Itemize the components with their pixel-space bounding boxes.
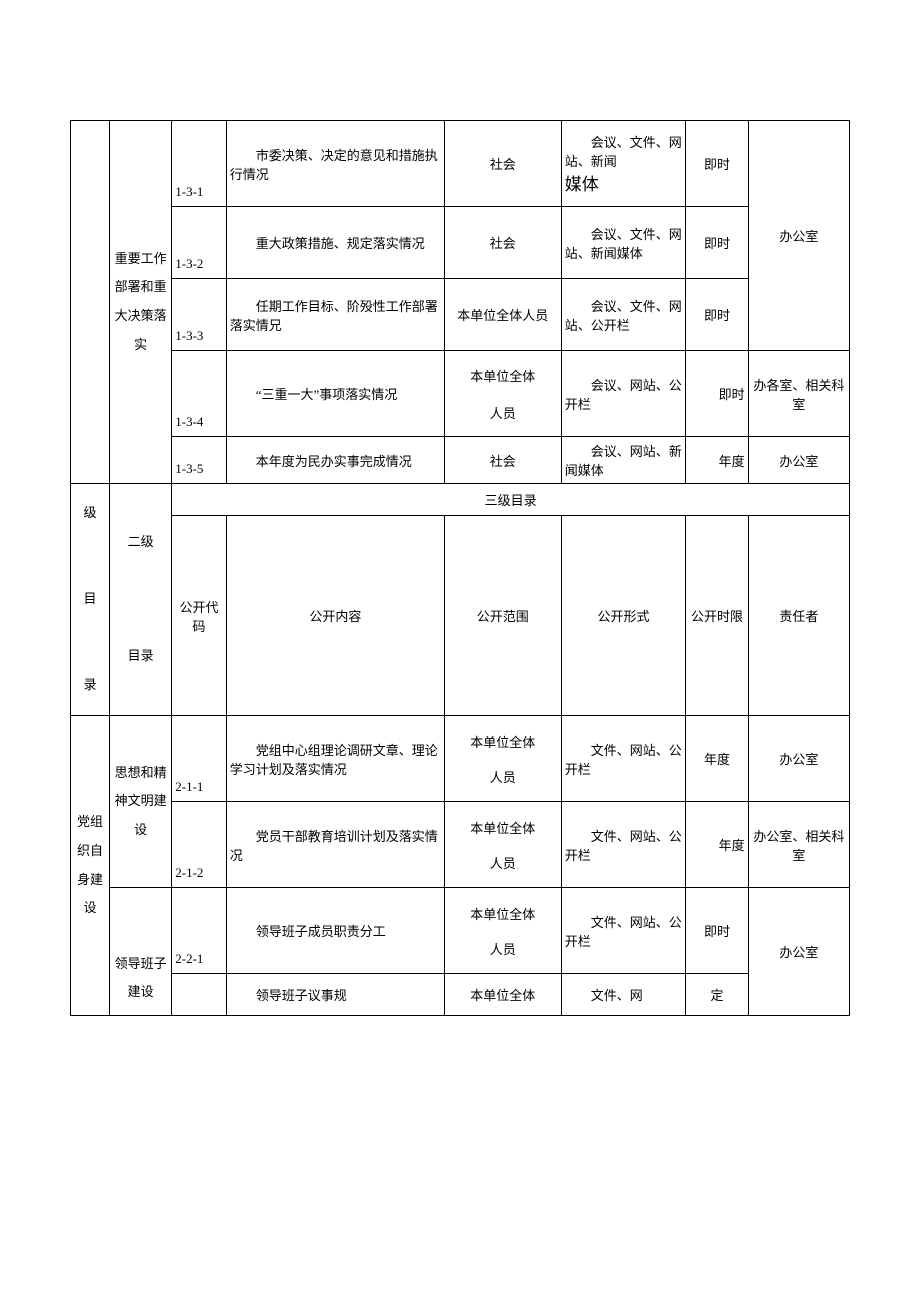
code-222: [172, 974, 227, 1016]
scope-133: 本单位全体人员: [444, 279, 561, 351]
hdr-l2: 二级 目录: [109, 484, 171, 716]
code-132: 1-3-2: [172, 207, 227, 279]
hdr-code: 公开代码: [172, 516, 227, 716]
form-212: 文件、网站、公开栏: [561, 802, 686, 888]
hdr-limit: 公开时限: [686, 516, 748, 716]
l1-col-blank: [71, 121, 110, 484]
content-132: 重大政策措施、规定落实情况: [226, 207, 444, 279]
resp-211: 办公室: [748, 716, 849, 802]
resp-221: 办公室: [748, 888, 849, 1016]
code-212: 2-1-2: [172, 802, 227, 888]
resp-212: 办公室、相关科室: [748, 802, 849, 888]
hdr-l3-title: 三级目录: [172, 484, 850, 516]
form-222: 文件、网: [561, 974, 686, 1016]
form-135: 会议、网站、新闻媒体: [561, 437, 686, 484]
scope-212: 本单位全体 人员: [444, 802, 561, 888]
content-131: 市委决策、决定的意见和措施执行情况: [226, 121, 444, 207]
content-222: 领导班子议事规: [226, 974, 444, 1016]
hdr-scope: 公开范围: [444, 516, 561, 716]
resp-135: 办公室: [748, 437, 849, 484]
limit-212: 年度: [686, 802, 748, 888]
hdr-resp: 责任者: [748, 516, 849, 716]
code-134: 1-3-4: [172, 351, 227, 437]
hdr-l1: 级 目 录: [71, 484, 110, 716]
limit-222: 定: [686, 974, 748, 1016]
form-211: 文件、网站、公开栏: [561, 716, 686, 802]
content-221: 领导班子成员职责分工: [226, 888, 444, 974]
content-133: 任期工作目标、阶殁性工作部署落实情兄: [226, 279, 444, 351]
limit-131: 即时: [686, 121, 748, 207]
limit-132: 即时: [686, 207, 748, 279]
content-135: 本年度为民办实事完成情况: [226, 437, 444, 484]
code-131: 1-3-1: [172, 121, 227, 207]
form-134: 会议、网站、公开栏: [561, 351, 686, 437]
scope-131: 社会: [444, 121, 561, 207]
code-211: 2-1-1: [172, 716, 227, 802]
form-132: 会议、文件、网站、新闻媒体: [561, 207, 686, 279]
l2-label-1: 重要工作部署和重大决策落实: [109, 121, 171, 484]
hdr-form: 公开形式: [561, 516, 686, 716]
limit-135: 年度: [686, 437, 748, 484]
l2-label-21: 思想和精神文明建设: [109, 716, 171, 888]
code-135: 1-3-5: [172, 437, 227, 484]
scope-132: 社会: [444, 207, 561, 279]
limit-211: 年度: [686, 716, 748, 802]
scope-134: 本单位全体 人员: [444, 351, 561, 437]
limit-133: 即时: [686, 279, 748, 351]
content-134: “三重一大”事项落实情况: [226, 351, 444, 437]
resp-134: 办各室、相关科室: [748, 351, 849, 437]
l2-label-22: 领导班子建设: [109, 888, 171, 1016]
l1-label-2: 党组织自身建设: [71, 716, 110, 1016]
form-131: 会议、文件、网站、新闻 媒体: [561, 121, 686, 207]
scope-221: 本单位全体 人员: [444, 888, 561, 974]
code-221: 2-2-1: [172, 888, 227, 974]
form-133: 会议、文件、网站、公开栏: [561, 279, 686, 351]
hdr-content: 公开内容: [226, 516, 444, 716]
content-212: 党员干部教育培训计划及落实情况: [226, 802, 444, 888]
content-211: 党组中心组理论调研文章、理论学习计划及落实情况: [226, 716, 444, 802]
resp-131-132: 办公室: [748, 121, 849, 351]
limit-134: 即时: [686, 351, 748, 437]
scope-222: 本单位全体: [444, 974, 561, 1016]
scope-211: 本单位全体 人员: [444, 716, 561, 802]
limit-221: 即时: [686, 888, 748, 974]
code-133: 1-3-3: [172, 279, 227, 351]
form-221: 文件、网站、公开栏: [561, 888, 686, 974]
disclosure-table: 重要工作部署和重大决策落实 1-3-1 市委决策、决定的意见和措施执行情况 社会…: [70, 120, 850, 1016]
scope-135: 社会: [444, 437, 561, 484]
